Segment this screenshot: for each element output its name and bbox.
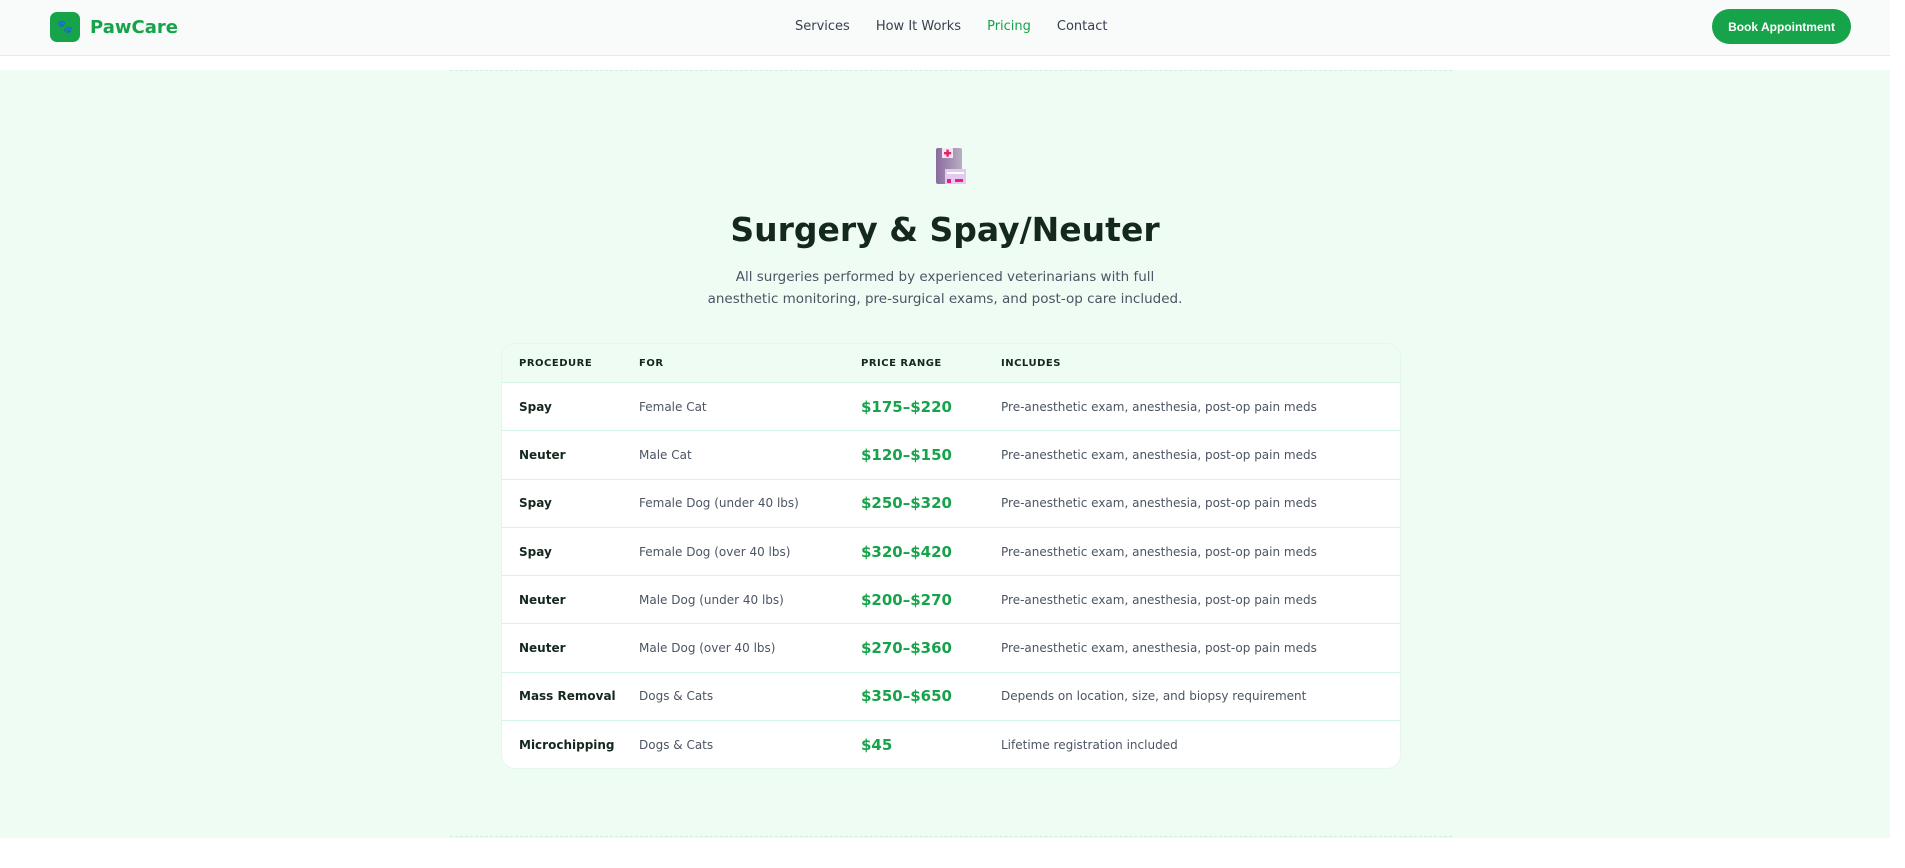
cell-for: Female Dog (under 40 lbs) [639, 496, 799, 511]
divider [450, 70, 1452, 71]
cell-price: $120–$150 [861, 445, 952, 464]
cell-for: Male Dog (over 40 lbs) [639, 641, 776, 656]
cell-procedure: Neuter [519, 447, 566, 462]
cell-for: Dogs & Cats [639, 689, 714, 704]
cell-price: $200–$270 [861, 590, 952, 609]
nav-link-pricing[interactable]: Pricing [987, 19, 1031, 34]
top-nav: 🐾 PawCare Services How It Works Pricing … [0, 0, 1890, 56]
table-header: PROCEDURE FOR PRICE RANGE INCLUDES [502, 344, 1400, 382]
pricing-table: PROCEDURE FOR PRICE RANGE INCLUDES Spay F… [501, 343, 1401, 770]
cell-for: Female Cat [639, 399, 707, 414]
brand-name: PawCare [90, 16, 178, 38]
hospital-icon [936, 148, 966, 184]
table-row: Spay Female Cat $175–$220 Pre-anesthetic ex… [502, 382, 1400, 430]
cell-includes: Lifetime registration included [1001, 737, 1178, 752]
table-row: Microchipping Dogs & Cats $45 Lifetime regi… [502, 720, 1400, 768]
cell-price: $45 [861, 735, 893, 754]
cell-includes: Pre-anesthetic exam, anesthesia, post-op… [1001, 447, 1317, 462]
nav-links: Services How It Works Pricing Contact [795, 19, 1107, 34]
table-row: Neuter Male Dog (over 40 lbs) $270–$360 Pre… [502, 623, 1400, 671]
nav-link-how-it-works[interactable]: How It Works [875, 19, 962, 34]
cell-procedure: Neuter [519, 641, 566, 656]
cell-price: $175–$220 [861, 397, 952, 416]
cell-for: Female Dog (over 40 lbs) [639, 544, 791, 559]
cell-includes: Pre-anesthetic exam, anesthesia, post-op… [1001, 641, 1317, 656]
cell-procedure: Spay [519, 544, 552, 559]
cell-procedure: Microchipping [519, 737, 615, 752]
book-appointment-button[interactable]: Book Appointment [1712, 9, 1851, 44]
cell-price: $350–$650 [861, 687, 952, 706]
paw-icon: 🐾 [50, 12, 80, 42]
cell-includes: Pre-anesthetic exam, anesthesia, post-op… [1001, 399, 1317, 414]
cell-includes: Depends on location, size, and biopsy re… [1001, 689, 1307, 704]
brand-logo[interactable]: 🐾 PawCare [50, 12, 178, 42]
nav-link-services[interactable]: Services [795, 19, 850, 34]
table-row: Mass Removal Dogs & Cats $350–$650 Depends … [502, 671, 1400, 720]
subtitle-line: All surgeries performed by experienced v… [735, 269, 1155, 285]
cell-procedure: Spay [519, 399, 552, 414]
nav-link-contact[interactable]: Contact [1056, 19, 1108, 34]
table-row: Spay Female Dog (over 40 lbs) $320–$420 Pre… [502, 526, 1400, 575]
header-includes: INCLUDES [1001, 357, 1061, 369]
table-row: Spay Female Dog (under 40 lbs) $250–$320 Pr… [502, 478, 1400, 527]
header-price-range: PRICE RANGE [861, 357, 942, 369]
cell-price: $270–$360 [861, 639, 952, 658]
section-title: Surgery & Spay/Neuter [730, 210, 1160, 249]
header-for: FOR [639, 357, 664, 369]
subtitle-line: anesthetic monitoring, pre-surgical exam… [707, 291, 1183, 307]
cell-includes: Pre-anesthetic exam, anesthesia, post-op… [1001, 544, 1317, 559]
header-procedure: PROCEDURE [519, 357, 593, 369]
cell-includes: Pre-anesthetic exam, anesthesia, post-op… [1001, 496, 1317, 511]
section-subtitle: All surgeries performed by experienced v… [0, 266, 1890, 310]
cell-for: Male Dog (under 40 lbs) [639, 592, 784, 607]
cell-for: Dogs & Cats [639, 737, 714, 752]
table-row: Neuter Male Cat $120–$150 Pre-anesthetic ex… [502, 430, 1400, 478]
table-row: Neuter Male Dog (under 40 lbs) $200–$270 Pr… [502, 575, 1400, 623]
cell-procedure: Neuter [519, 592, 566, 607]
cell-procedure: Spay [519, 496, 552, 511]
cell-price: $250–$320 [861, 494, 952, 513]
cell-includes: Pre-anesthetic exam, anesthesia, post-op… [1001, 592, 1317, 607]
cell-procedure: Mass Removal [519, 689, 616, 704]
divider [450, 836, 1452, 837]
scrollbar[interactable] [1890, 0, 1905, 868]
cell-price: $320–$420 [861, 542, 952, 561]
cell-for: Male Cat [639, 447, 692, 462]
